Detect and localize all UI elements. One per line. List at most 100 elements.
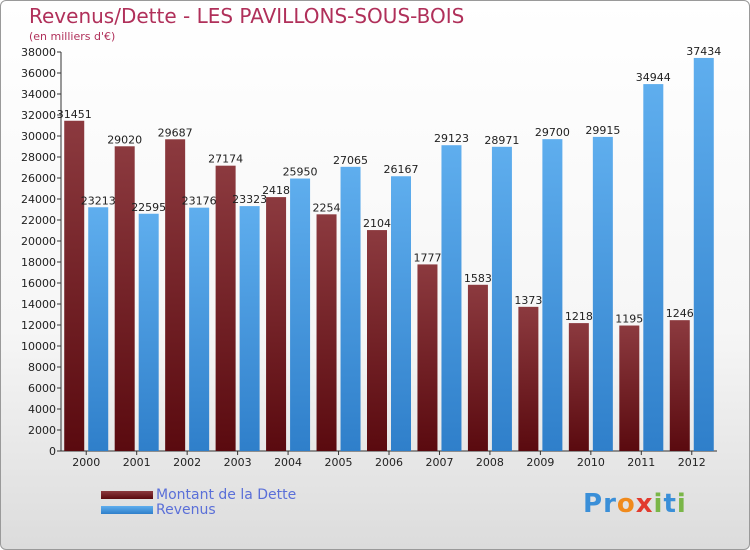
bar-debt <box>619 325 640 451</box>
bars <box>64 57 714 452</box>
y-tick-label: 34000 <box>21 88 56 101</box>
y-tick-label: 12000 <box>21 319 56 332</box>
y-tick-label: 24000 <box>21 193 56 206</box>
bar-revenue <box>138 213 159 451</box>
y-tick-label: 26000 <box>21 172 56 185</box>
y-tick-label: 6000 <box>28 382 56 395</box>
bar-debt <box>367 230 387 451</box>
x-tick-label: 2004 <box>274 456 302 469</box>
x-tick-label: 2007 <box>425 456 453 469</box>
y-tick-label: 22000 <box>21 214 56 227</box>
data-label-revenue: 23213 <box>81 194 116 207</box>
x-tick-label: 2006 <box>375 456 403 469</box>
bar-debt <box>669 320 690 451</box>
logo-letter: P <box>583 489 604 519</box>
logo-letter: x <box>635 489 654 519</box>
y-tick-label: 28000 <box>21 151 56 164</box>
data-label-debt: 2104 <box>363 217 391 230</box>
bar-debt <box>266 197 287 451</box>
bar-revenue <box>290 178 311 451</box>
bar-debt <box>417 264 438 451</box>
data-label-debt: 2254 <box>313 201 341 214</box>
legend-swatch-revenue <box>101 505 153 514</box>
data-label-revenue: 23323 <box>232 193 267 206</box>
data-label-revenue: 37434 <box>686 45 721 58</box>
legend-swatch-debt <box>101 490 153 499</box>
x-tick-label: 2002 <box>173 456 201 469</box>
y-tick-label: 2000 <box>28 424 56 437</box>
bar-revenue <box>391 176 411 451</box>
logo-letter: i <box>676 489 687 519</box>
bar-revenue <box>592 136 613 451</box>
data-label-debt: 1583 <box>464 272 492 285</box>
bar-revenue <box>189 207 210 451</box>
data-label-debt: 29687 <box>158 126 193 139</box>
bar-debt <box>568 323 589 451</box>
y-tick-label: 14000 <box>21 298 56 311</box>
data-label-revenue: 29123 <box>434 132 469 145</box>
x-tick-label: 2001 <box>123 456 151 469</box>
chart-subtitle: (en milliers d'€) <box>29 30 116 43</box>
y-tick-label: 16000 <box>21 277 56 290</box>
legend-label-revenue: Revenus <box>156 501 216 518</box>
data-label-debt: 1373 <box>514 294 542 307</box>
y-tick-label: 8000 <box>28 361 56 374</box>
x-tick-label: 2000 <box>72 456 100 469</box>
data-label-revenue: 26167 <box>384 163 419 176</box>
y-tick-label: 32000 <box>21 109 56 122</box>
value-labels: 31451 23213 29020 22595 29687 23176 27174 23323… <box>57 45 722 326</box>
y-tick-label: 18000 <box>21 256 56 269</box>
data-label-revenue: 28971 <box>484 134 519 147</box>
data-label-debt: 27174 <box>208 153 243 166</box>
data-label-revenue: 25950 <box>283 166 318 179</box>
bar-revenue <box>542 139 563 451</box>
bar-revenue <box>441 145 462 451</box>
legend-item-revenue: Revenus <box>101 501 296 518</box>
y-tick-label: 30000 <box>21 130 56 143</box>
bar-debt <box>518 306 539 451</box>
data-label-revenue: 27065 <box>333 154 368 167</box>
data-label-debt: 1195 <box>615 313 643 326</box>
proxiti-logo: Proxiti <box>583 489 687 519</box>
x-tick-label: 2011 <box>627 456 655 469</box>
y-tick-label: 10000 <box>21 340 56 353</box>
logo-letter: r <box>603 489 617 519</box>
bar-revenue <box>239 206 260 451</box>
legend-item-debt: Montant de la Dette <box>101 486 297 503</box>
x-tick-label: 2009 <box>526 456 554 469</box>
legend: Montant de la Dette Revenus <box>101 486 297 518</box>
chart-title: Revenus/Dette - LES PAVILLONS-SOUS-BOIS <box>29 4 465 28</box>
bar-debt <box>316 214 337 451</box>
bar-revenue <box>491 146 512 451</box>
bar-debt <box>64 120 85 452</box>
data-label-revenue: 34944 <box>636 71 671 84</box>
bar-revenue <box>340 166 361 451</box>
x-tick-label: 2005 <box>325 456 353 469</box>
y-tick-label: 36000 <box>21 67 56 80</box>
data-label-debt: 1777 <box>413 251 441 264</box>
bar-revenue <box>643 84 664 451</box>
x-tick-label: 2008 <box>476 456 504 469</box>
data-label-debt: 31451 <box>57 108 92 121</box>
data-label-revenue: 29700 <box>535 126 570 139</box>
logo-letter: o <box>616 489 636 519</box>
logo-letter: t <box>663 489 677 519</box>
x-tick-label: 2003 <box>224 456 252 469</box>
x-tick-label: 2010 <box>577 456 605 469</box>
legend-label-debt: Montant de la Dette <box>156 486 297 503</box>
axes: 0 2000 4000 6000 8000 10000 12000 14000 16000 180… <box>21 46 717 469</box>
bar-revenue <box>88 207 109 451</box>
y-tick-label: 0 <box>49 445 56 458</box>
data-label-revenue: 23176 <box>182 195 217 208</box>
logo-letter: i <box>653 489 664 519</box>
y-tick-label: 20000 <box>21 235 56 248</box>
bar-revenue <box>693 57 714 452</box>
y-tick-label: 38000 <box>21 46 56 59</box>
x-tick-label: 2012 <box>678 456 706 469</box>
data-label-debt: 1218 <box>565 310 593 323</box>
data-label-debt: 2418 <box>262 184 290 197</box>
bar-debt <box>467 284 488 451</box>
data-label-debt: 29020 <box>107 133 142 146</box>
